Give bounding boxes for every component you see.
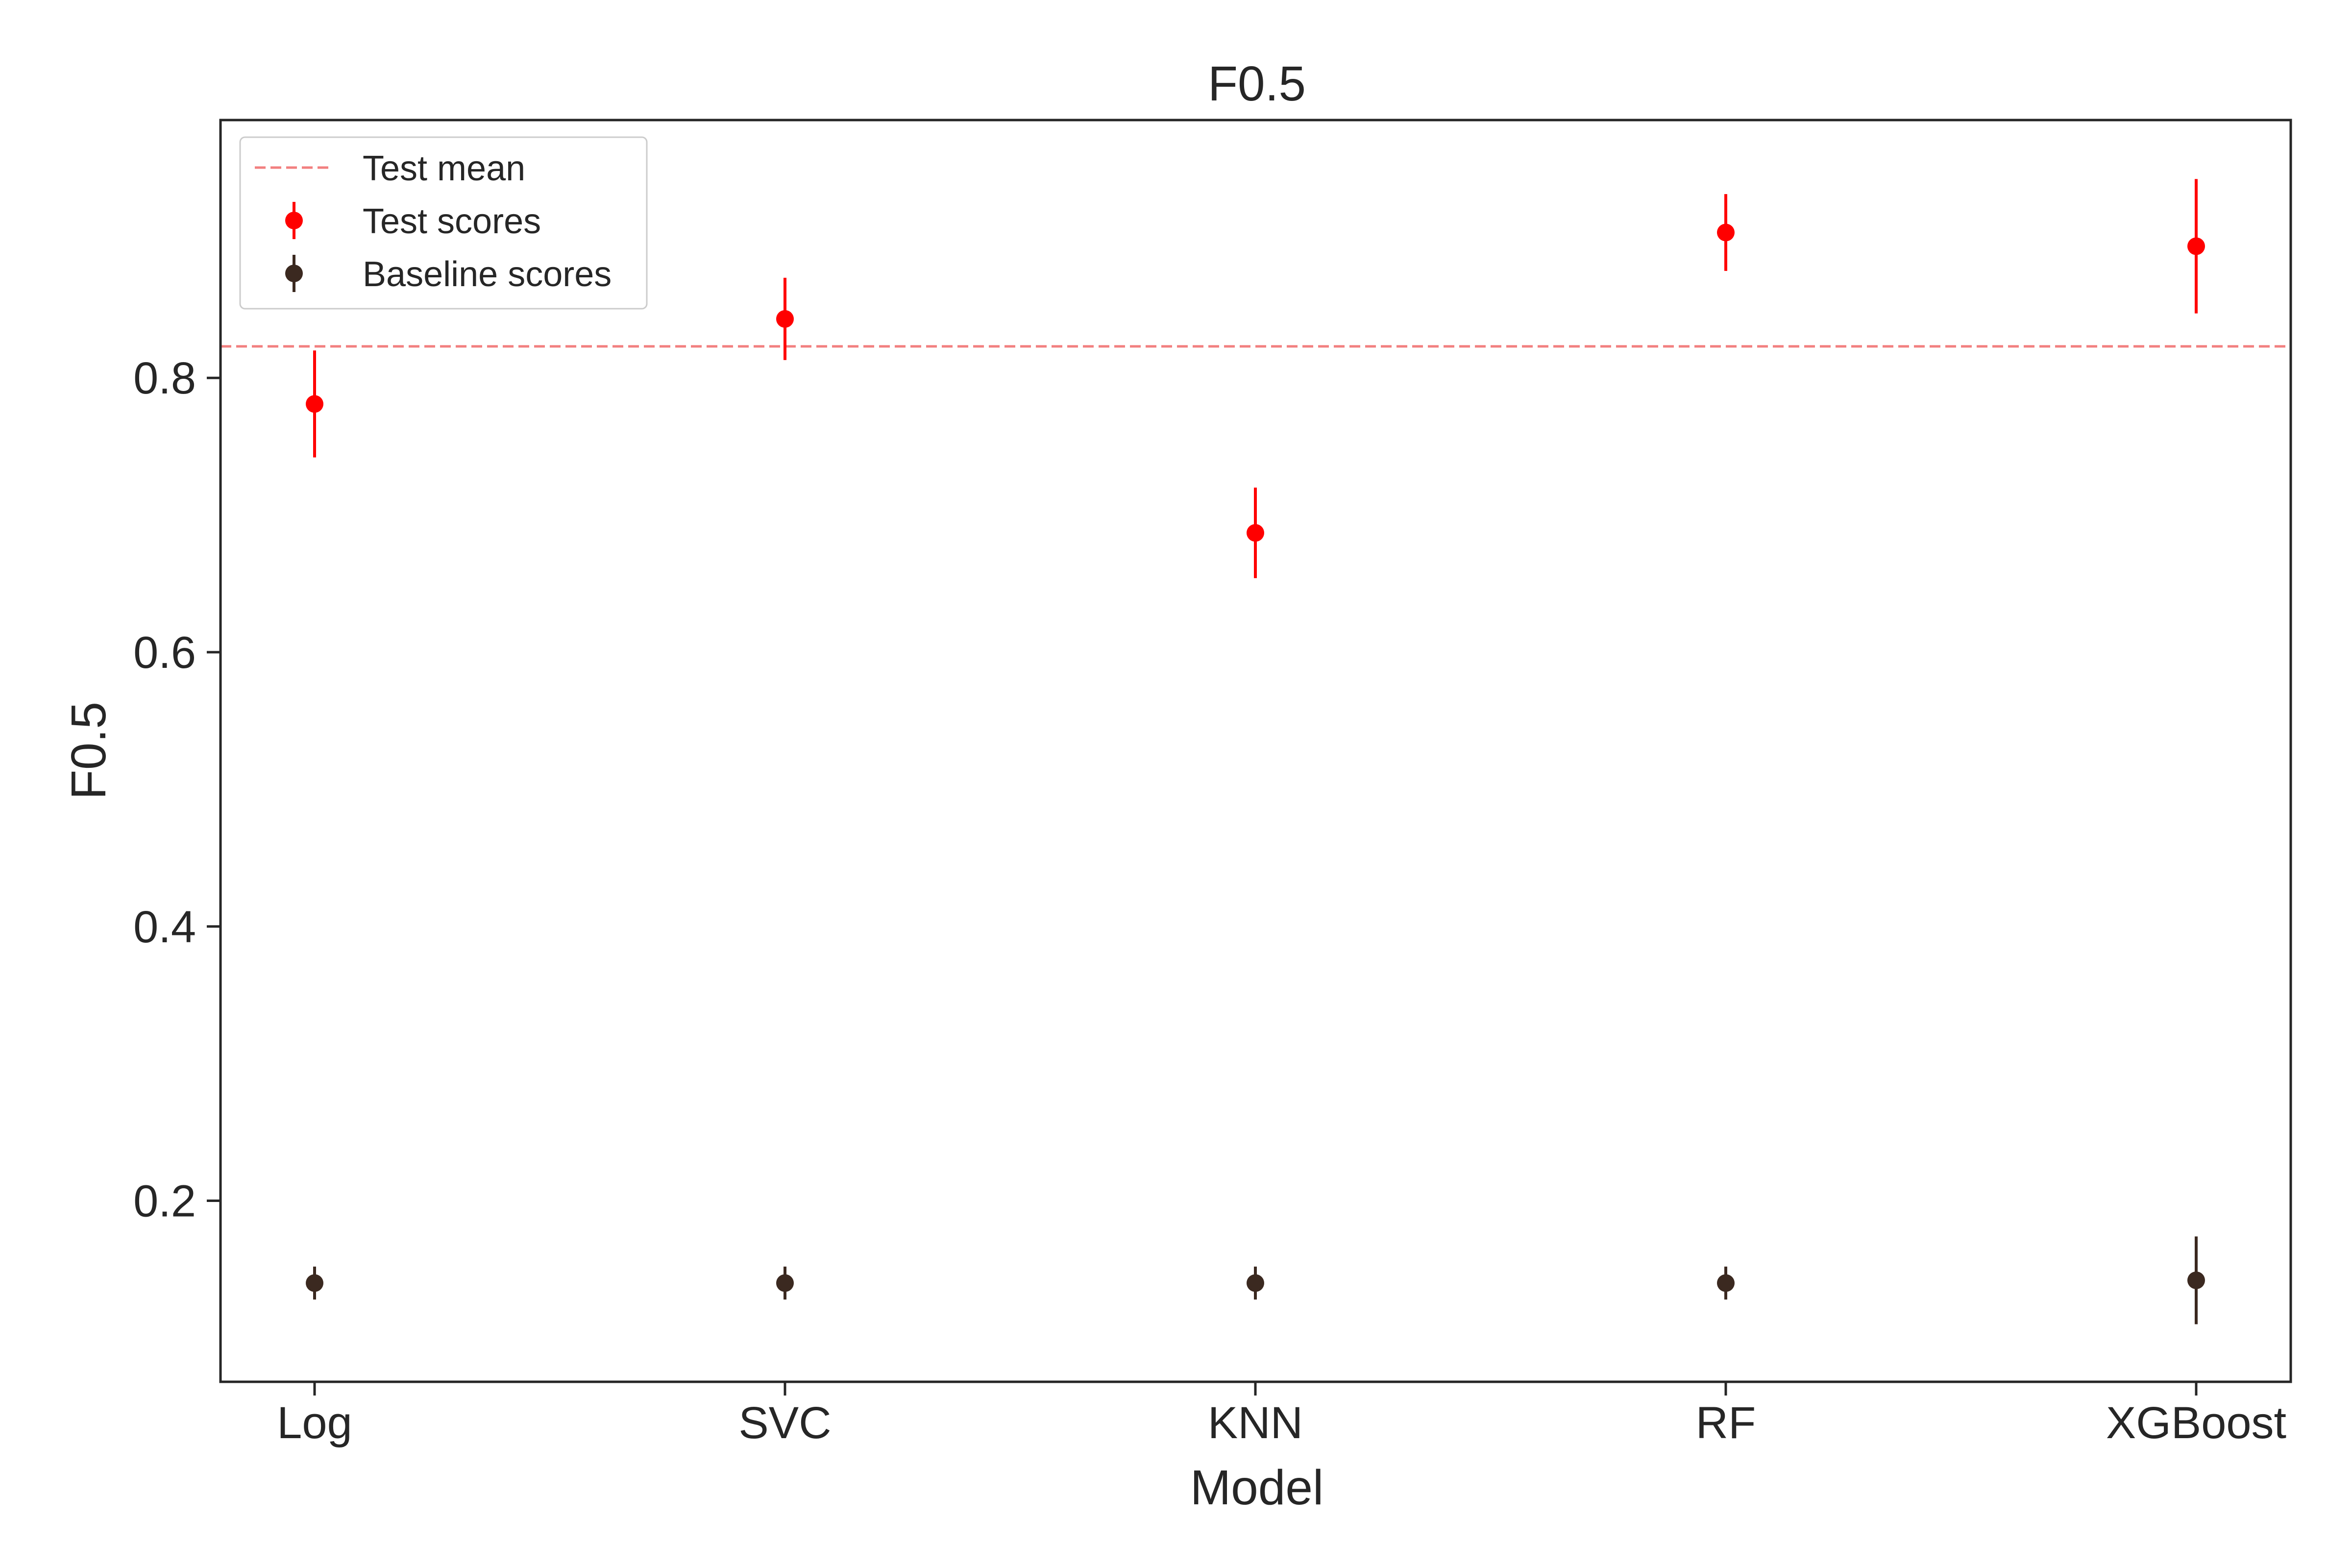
legend: Test mean Test scores Baseline scores <box>239 136 648 310</box>
baseline-scores-point <box>306 1274 323 1292</box>
legend-label: Test scores <box>363 202 541 241</box>
y-axis-title: F0.5 <box>61 702 116 800</box>
y-tick-label: 0.8 <box>133 353 196 403</box>
y-tick-label: 0.6 <box>133 628 196 678</box>
x-tick-label: Log <box>277 1398 352 1448</box>
plot-marks <box>220 179 2291 1324</box>
legend-point-swatch <box>285 265 303 282</box>
legend-box <box>239 136 648 310</box>
y-tick-label: 0.4 <box>133 902 196 952</box>
baseline-scores-point <box>776 1274 794 1292</box>
test-scores-point <box>1717 223 1735 242</box>
test-scores-point <box>1247 524 1264 542</box>
test-scores-point <box>2187 237 2205 255</box>
x-tick-label: RF <box>1696 1398 1756 1448</box>
baseline-scores-point <box>2187 1271 2205 1289</box>
y-tick-label: 0.2 <box>133 1176 196 1226</box>
chart-title: F0.5 <box>1208 56 1306 111</box>
x-tick-label: XGBoost <box>2106 1398 2286 1448</box>
y-axis: 0.2 0.4 0.6 0.8 <box>133 353 220 1226</box>
legend-label: Baseline scores <box>363 255 612 294</box>
x-tick-label: KNN <box>1208 1398 1303 1448</box>
legend-label: Test mean <box>363 149 525 188</box>
baseline-scores-point <box>1717 1274 1735 1292</box>
test-scores-point <box>776 310 794 328</box>
legend-point-swatch <box>285 212 303 229</box>
x-axis-title: Model <box>1190 1460 1323 1515</box>
x-axis: Log SVC KNN RF XGBoost <box>277 1382 2286 1448</box>
x-tick-label: SVC <box>738 1398 831 1448</box>
test-scores-point <box>306 395 323 413</box>
baseline-scores-point <box>1247 1274 1264 1292</box>
